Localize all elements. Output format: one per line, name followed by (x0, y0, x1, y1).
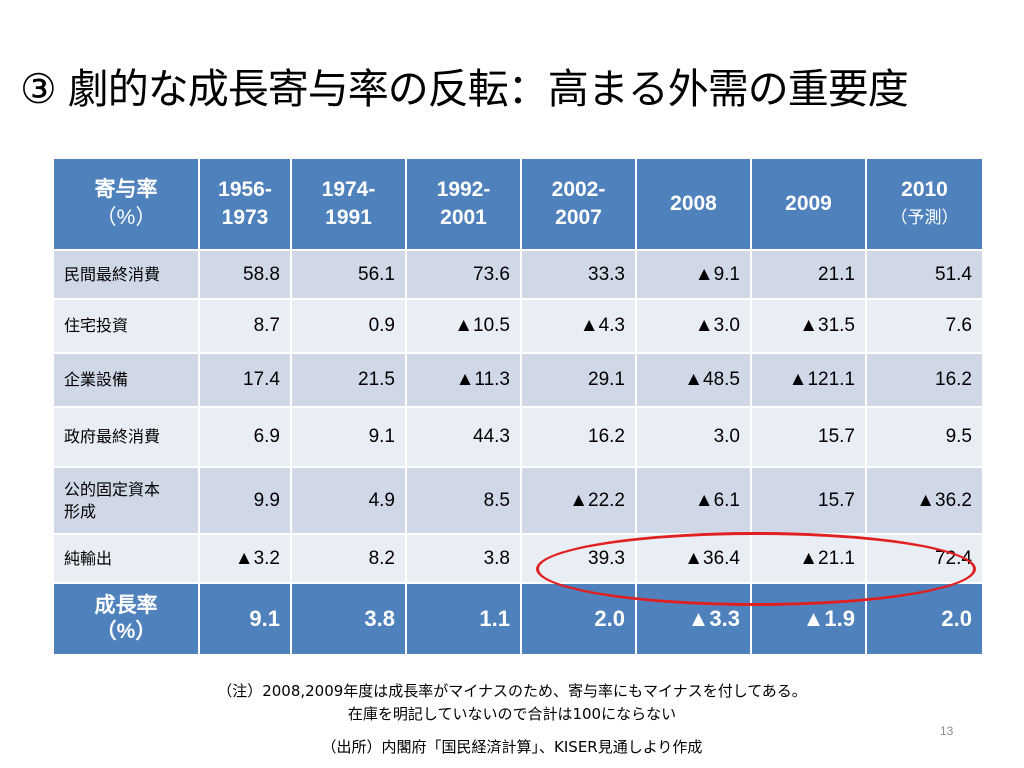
header-period-line1: 2002- (551, 178, 606, 201)
header-period-line1: 1974- (321, 178, 376, 201)
growth-rate-cell: ▲3.3 (635, 582, 752, 656)
table-row: 公的固定資本 形成 9.9 4.9 8.5 ▲22.2 ▲6.1 15.7 ▲3… (52, 466, 984, 535)
growth-rate-cell: 2.0 (520, 582, 637, 656)
table-cell: ▲22.2 (520, 466, 637, 535)
row-label-line2: 形成 (64, 501, 97, 521)
header-period-line1: 2009 (785, 192, 832, 215)
growth-rate-row: 成長率 （%） 9.1 3.8 1.1 2.0 ▲3.3 ▲1.9 2.0 (52, 582, 984, 656)
header-period-line2: （予測） (890, 208, 959, 227)
table-cell: 16.2 (865, 352, 984, 408)
table-cell: ▲36.2 (865, 466, 984, 535)
table-cell: 51.4 (865, 249, 984, 300)
table-cell: ▲31.5 (750, 298, 867, 354)
header-period: 2010 （予測） (865, 157, 984, 251)
row-label: 純輸出 (52, 533, 200, 584)
header-period-line2: 2007 (555, 206, 602, 229)
header-period: 2002- 2007 (520, 157, 637, 251)
growth-rate-cell: 9.1 (198, 582, 292, 656)
table-cell: 9.9 (198, 466, 292, 535)
growth-rate-cell: 3.8 (290, 582, 407, 656)
table-cell: 0.9 (290, 298, 407, 354)
table-cell: 17.4 (198, 352, 292, 408)
table-cell: ▲48.5 (635, 352, 752, 408)
table-cell: 8.5 (405, 466, 522, 535)
table-cell: 8.2 (290, 533, 407, 584)
header-period: 2009 (750, 157, 867, 251)
table-row: 民間最終消費 58.8 56.1 73.6 33.3 ▲9.1 21.1 51.… (52, 249, 984, 300)
header-corner-line2: （%） (95, 206, 157, 229)
footnote-1: （注）2008,2009年度は成長率がマイナスのため、寄与率にもマイナスを付して… (217, 682, 807, 700)
page-number: 13 (940, 724, 954, 738)
growth-rate-cell: ▲1.9 (750, 582, 867, 656)
footnote-2: 在庫を明記していないので合計は100にならない (347, 705, 677, 723)
header-period: 1956- 1973 (198, 157, 292, 251)
table-cell: 73.6 (405, 249, 522, 300)
table-cell: 44.3 (405, 406, 522, 468)
row-label: 住宅投資 (52, 298, 200, 354)
header-corner-line1: 寄与率 (94, 178, 158, 201)
contribution-table: 寄与率 （%） 1956- 1973 1974- 1991 1992- 2001… (52, 157, 984, 656)
table-cell: 21.1 (750, 249, 867, 300)
row-label: 企業設備 (52, 352, 200, 408)
row-label: 公的固定資本 形成 (52, 466, 200, 535)
growth-rate-label-line2: （%） (95, 620, 157, 643)
table-cell: ▲36.4 (635, 533, 752, 584)
table-cell: 16.2 (520, 406, 637, 468)
table-cell: 58.8 (198, 249, 292, 300)
table-cell: ▲4.3 (520, 298, 637, 354)
table-cell: 29.1 (520, 352, 637, 408)
row-label: 民間最終消費 (52, 249, 200, 300)
table-cell: 15.7 (750, 406, 867, 468)
slide-title: ③ 劇的な成長寄与率の反転：高まる外需の重要度 (20, 65, 909, 113)
table-cell: 4.9 (290, 466, 407, 535)
row-label-line1: 公的固定資本 (64, 479, 161, 499)
table-cell: ▲9.1 (635, 249, 752, 300)
header-row: 寄与率 （%） 1956- 1973 1974- 1991 1992- 2001… (52, 157, 984, 251)
growth-rate-label: 成長率 （%） (52, 582, 200, 656)
table-row: 企業設備 17.4 21.5 ▲11.3 29.1 ▲48.5 ▲121.1 1… (52, 352, 984, 408)
table-cell: 9.5 (865, 406, 984, 468)
table-cell: 56.1 (290, 249, 407, 300)
header-period: 1992- 2001 (405, 157, 522, 251)
table-row: 純輸出 ▲3.2 8.2 3.8 39.3 ▲36.4 ▲21.1 72.4 (52, 533, 984, 584)
header-period-line2: 2001 (440, 206, 487, 229)
header-period-line2: 1973 (221, 206, 269, 229)
table-cell: ▲3.2 (198, 533, 292, 584)
header-period: 2008 (635, 157, 752, 251)
table-cell: ▲10.5 (405, 298, 522, 354)
table-cell: 15.7 (750, 466, 867, 535)
table-cell: 33.3 (520, 249, 637, 300)
table-cell: 3.0 (635, 406, 752, 468)
table-cell: ▲3.0 (635, 298, 752, 354)
header-period-line2: 1991 (325, 206, 372, 229)
table-cell: 8.7 (198, 298, 292, 354)
table-cell: 9.1 (290, 406, 407, 468)
table-cell: ▲6.1 (635, 466, 752, 535)
table-cell: ▲121.1 (750, 352, 867, 408)
header-period-line1: 2008 (670, 192, 717, 215)
table-cell: 7.6 (865, 298, 984, 354)
table-cell: ▲11.3 (405, 352, 522, 408)
header-period-line1: 1956- (218, 178, 272, 201)
table-cell: 21.5 (290, 352, 407, 408)
table-row: 政府最終消費 6.9 9.1 44.3 16.2 3.0 15.7 9.5 (52, 406, 984, 468)
table-cell: 72.4 (865, 533, 984, 584)
row-label: 政府最終消費 (52, 406, 200, 468)
growth-rate-cell: 2.0 (865, 582, 984, 656)
header-period: 1974- 1991 (290, 157, 407, 251)
table-cell: 6.9 (198, 406, 292, 468)
table-cell: ▲21.1 (750, 533, 867, 584)
header-period-line1: 2010 (901, 178, 948, 201)
growth-rate-label-line1: 成長率 (94, 594, 158, 617)
header-period-line1: 1992- (436, 178, 491, 201)
header-corner: 寄与率 （%） (52, 157, 200, 251)
table-row: 住宅投資 8.7 0.9 ▲10.5 ▲4.3 ▲3.0 ▲31.5 7.6 (52, 298, 984, 354)
table-cell: 39.3 (520, 533, 637, 584)
source-note: （出所）内閣府「国民経済計算」、KISER見通しより作成 (321, 738, 703, 756)
table-cell: 3.8 (405, 533, 522, 584)
growth-rate-cell: 1.1 (405, 582, 522, 656)
